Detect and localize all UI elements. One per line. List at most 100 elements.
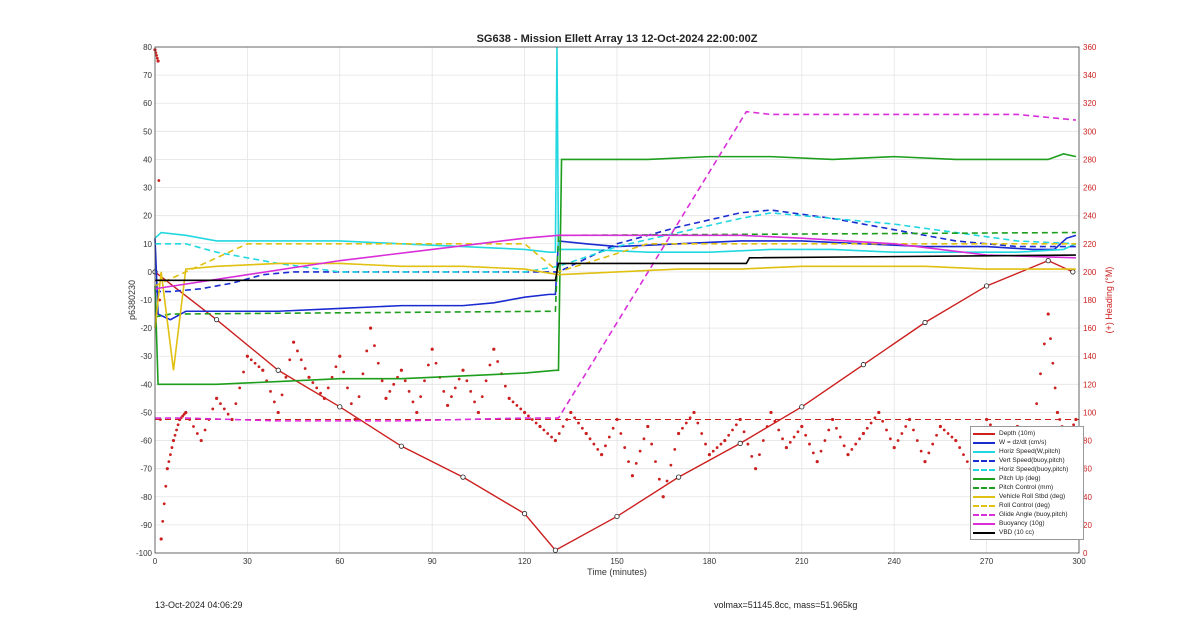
heading-point [450,395,453,399]
heading-point [546,432,550,435]
heading-point [155,56,159,60]
heading-point [349,402,353,406]
depth-marker [675,474,682,480]
heading-point [399,368,403,372]
y-tick-label: 40 [143,155,152,164]
legend-swatch [973,523,995,525]
heading-point [869,421,873,425]
heading-point [885,428,888,432]
heading-point [238,386,242,390]
heading-point [465,379,469,383]
legend-swatch [973,514,995,516]
y2-tick-label: 160 [1083,324,1097,333]
heading-point [488,363,492,367]
heading-point [865,426,869,430]
y2-tick-label: 120 [1083,380,1097,389]
heading-point [430,347,434,351]
series-line-3 [155,209,1076,293]
heading-point [1074,417,1078,422]
heading-point [604,444,607,448]
heading-point [781,437,784,441]
heading-point [692,410,696,415]
heading-point [156,59,160,63]
legend-swatch [973,496,995,498]
y-tick-label: -20 [140,324,152,333]
x-tick-label: 90 [428,557,437,566]
heading-point [550,435,553,439]
depth-marker [460,474,466,480]
x-tick-label: 270 [980,557,994,566]
y2-tick-label: 220 [1083,240,1097,249]
heading-point [696,421,700,425]
heading-point [681,426,684,430]
legend-swatch [973,469,995,471]
heading-point [892,445,896,450]
heading-point [170,446,174,449]
heading-point [746,442,750,446]
heading-point [627,460,630,464]
x-tick-label: 210 [795,557,809,566]
y2-axis-label: (+) Heading (°M) [1104,267,1114,334]
heading-point [915,439,919,442]
y-tick-label: -10 [140,296,152,305]
heading-point [1042,342,1046,346]
heading-point [923,460,927,464]
legend-label: Horiz Speed(W,pitch) [999,448,1061,455]
depth-marker [737,440,743,446]
heading-layer [153,48,1079,541]
heading-point [388,389,392,393]
legend-entry: W = dz/dt (cm/s) [973,438,1081,447]
chart-title: SG638 - Mission Ellett Array 13 12-Oct-2… [477,33,758,45]
heading-point [165,467,169,471]
heading-point [184,410,188,415]
heading-point [861,431,866,436]
heading-point [761,439,765,442]
heading-point [965,460,969,464]
heading-point [167,460,171,464]
y2-tick-label: 240 [1083,212,1097,221]
heading-point [958,446,962,449]
depth-marker [922,319,928,326]
heading-point [669,463,673,467]
heading-point [215,396,219,400]
heading-point [1058,418,1062,421]
y2-tick-label: 360 [1083,43,1097,52]
heading-point [219,402,222,406]
heading-point [557,432,561,435]
heading-point [873,416,877,420]
y-tick-label: 70 [143,71,152,80]
heading-point [461,368,465,372]
heading-point [634,461,638,465]
heading-point [1039,372,1042,376]
series-line-10 [154,234,1076,290]
legend-swatch [973,442,995,444]
x-tick-label: 120 [518,557,532,566]
y-tick-label: -80 [140,493,152,502]
heading-point [577,421,580,425]
heading-point [257,365,261,369]
heading-point [592,442,596,446]
heading-point [492,347,496,351]
legend-label: W = dz/dt (cm/s) [999,439,1047,446]
heading-point [311,381,315,384]
heading-point [511,400,515,404]
heading-point [384,396,388,400]
heading-point [169,453,172,457]
heading-point [469,389,473,393]
heading-point [607,435,611,439]
series-line-5 [154,152,1077,386]
heading-point [919,449,923,453]
heading-point [734,423,738,427]
y2-tick-label: 140 [1083,352,1097,361]
grid [154,46,1080,554]
heading-point [946,432,950,435]
heading-point [804,433,808,437]
heading-point [808,442,811,446]
heading-point [175,428,178,432]
heading-point [484,379,488,383]
heading-point [380,379,384,383]
legend-label: VBD (10 cc) [999,529,1035,536]
heading-point [507,396,511,400]
heading-point [261,368,265,372]
heading-point [407,389,411,393]
